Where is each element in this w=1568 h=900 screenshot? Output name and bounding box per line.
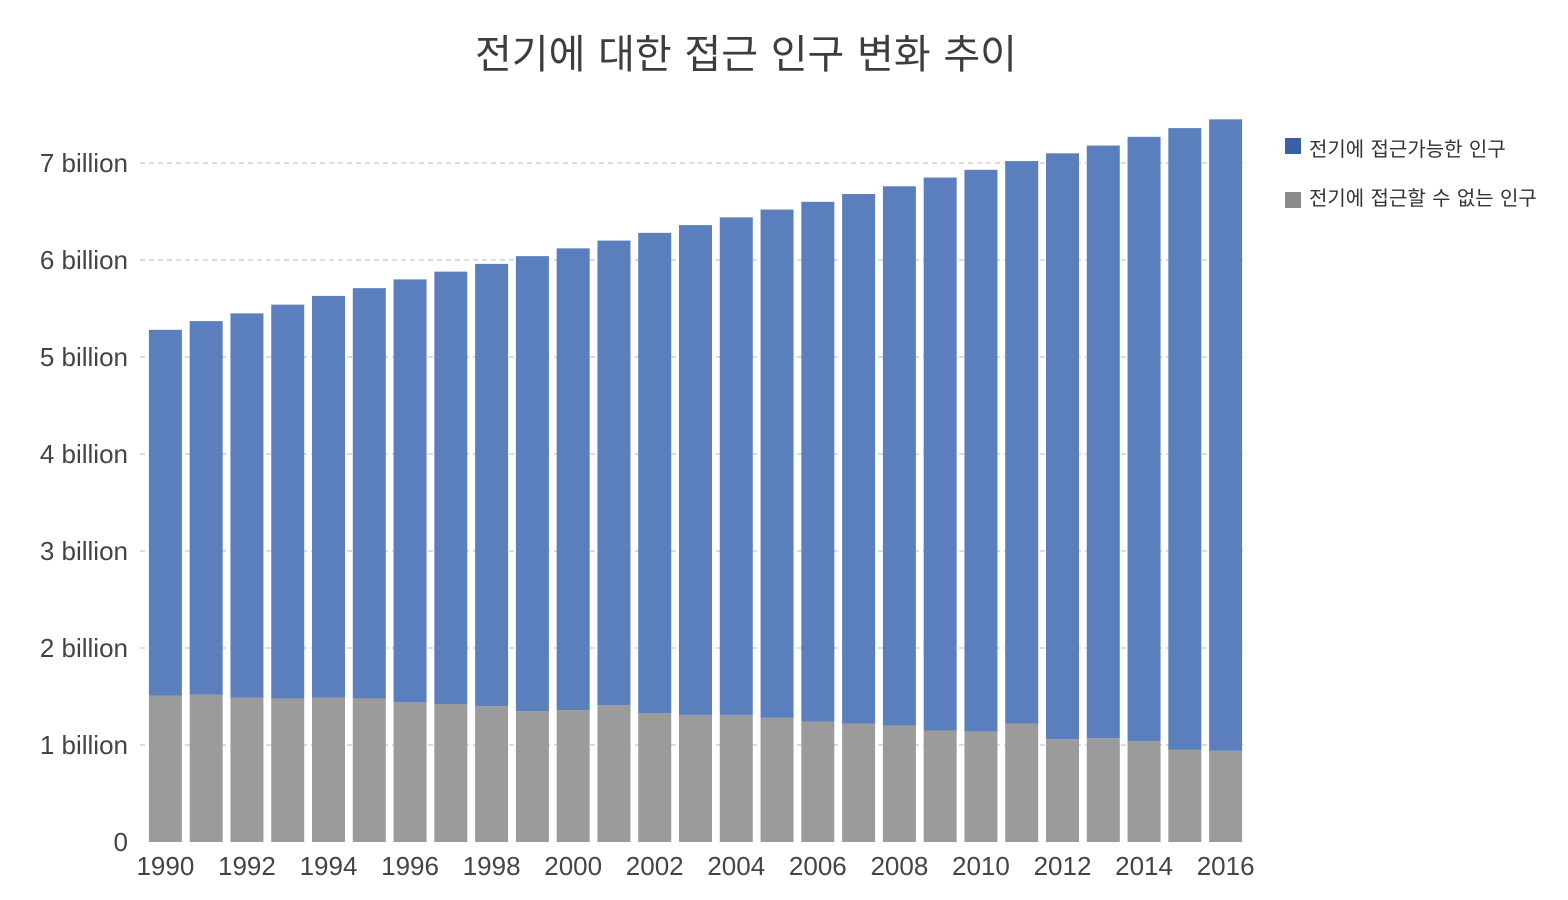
bar-accessible-2006[interactable] bbox=[801, 201, 835, 722]
legend-swatch-accessible bbox=[1285, 138, 1301, 154]
bar-no-access-1998[interactable] bbox=[475, 706, 509, 842]
y-axis: 0 1 billion 2 billion 3 billion 4 billion 5 b… bbox=[40, 148, 128, 857]
y-tick-label: 2 billion bbox=[40, 633, 128, 663]
bar-accessible-1993[interactable] bbox=[271, 304, 305, 699]
x-tick-label: 1998 bbox=[463, 851, 521, 881]
y-tick-label: 0 bbox=[114, 827, 128, 857]
x-tick-label: 2004 bbox=[707, 851, 765, 881]
bar-accessible-1992[interactable] bbox=[230, 313, 264, 698]
bar-accessible-1994[interactable] bbox=[312, 295, 345, 698]
y-tick-label: 3 billion bbox=[40, 536, 128, 566]
bar-no-access-1996[interactable] bbox=[393, 702, 427, 842]
x-tick-label: 2014 bbox=[1115, 851, 1173, 881]
legend-label-accessible: 전기에 접근가능한 인구 bbox=[1309, 137, 1506, 161]
x-tick-label: 1992 bbox=[218, 851, 276, 881]
bar-no-access-2015[interactable] bbox=[1168, 749, 1202, 842]
x-tick-label: 1996 bbox=[381, 851, 439, 881]
bar-accessible-2010[interactable] bbox=[964, 169, 998, 732]
bar-no-access-2008[interactable] bbox=[882, 725, 916, 842]
bar-no-access-1991[interactable] bbox=[189, 694, 223, 842]
bar-accessible-1999[interactable] bbox=[515, 256, 549, 712]
bar-accessible-1995[interactable] bbox=[352, 288, 386, 699]
y-tick-label: 7 billion bbox=[40, 148, 128, 178]
bar-accessible-1990[interactable] bbox=[148, 329, 182, 696]
x-tick-label: 2000 bbox=[544, 851, 602, 881]
bar-accessible-2013[interactable] bbox=[1086, 145, 1120, 739]
bar-accessible-2004[interactable] bbox=[719, 217, 753, 715]
bar-no-access-2016[interactable] bbox=[1209, 750, 1243, 842]
y-tick-label: 6 billion bbox=[40, 245, 128, 275]
bar-no-access-2001[interactable] bbox=[597, 705, 631, 842]
bar-accessible-1997[interactable] bbox=[434, 271, 468, 705]
bar-no-access-1993[interactable] bbox=[271, 698, 305, 842]
bar-no-access-1992[interactable] bbox=[230, 697, 264, 842]
bar-no-access-2005[interactable] bbox=[760, 717, 794, 842]
bar-accessible-1991[interactable] bbox=[189, 321, 223, 695]
bar-accessible-2008[interactable] bbox=[882, 186, 916, 726]
bar-no-access-2004[interactable] bbox=[719, 714, 753, 842]
bar-no-access-2014[interactable] bbox=[1127, 741, 1161, 842]
x-tick-label: 2008 bbox=[870, 851, 928, 881]
bar-no-access-2010[interactable] bbox=[964, 731, 998, 842]
y-tick-label: 5 billion bbox=[40, 342, 128, 372]
bar-accessible-2009[interactable] bbox=[923, 177, 957, 731]
bar-no-access-2000[interactable] bbox=[556, 710, 590, 842]
bar-accessible-2011[interactable] bbox=[1005, 161, 1039, 724]
x-tick-label: 1990 bbox=[136, 851, 194, 881]
legend-item-accessible[interactable]: 전기에 접근가능한 인구 bbox=[1285, 137, 1506, 161]
bar-no-access-2009[interactable] bbox=[923, 730, 957, 842]
x-tick-label: 2016 bbox=[1197, 851, 1255, 881]
legend-swatch-no-access bbox=[1285, 192, 1301, 208]
bar-accessible-1996[interactable] bbox=[393, 279, 427, 703]
bar-accessible-2000[interactable] bbox=[556, 248, 590, 711]
bar-accessible-2015[interactable] bbox=[1168, 128, 1202, 750]
y-tick-label: 4 billion bbox=[40, 439, 128, 469]
x-tick-label: 2006 bbox=[789, 851, 847, 881]
bar-accessible-2014[interactable] bbox=[1127, 136, 1161, 742]
bar-accessible-2012[interactable] bbox=[1046, 153, 1079, 740]
bar-no-access-2007[interactable] bbox=[842, 723, 876, 842]
bar-accessible-2007[interactable] bbox=[842, 194, 876, 724]
bar-no-access-2012[interactable] bbox=[1046, 739, 1079, 842]
bar-accessible-2001[interactable] bbox=[597, 240, 631, 706]
bar-no-access-1997[interactable] bbox=[434, 704, 468, 842]
bar-no-access-1990[interactable] bbox=[148, 695, 182, 842]
x-tick-label: 2002 bbox=[626, 851, 684, 881]
bar-no-access-2003[interactable] bbox=[679, 714, 712, 842]
bar-accessible-2002[interactable] bbox=[638, 232, 672, 713]
bar-no-access-1995[interactable] bbox=[352, 698, 386, 842]
bar-accessible-2016[interactable] bbox=[1209, 119, 1243, 751]
bars bbox=[148, 119, 1243, 842]
chart-title: 전기에 대한 접근 인구 변화 추이 bbox=[475, 32, 1017, 78]
legend-item-no-access[interactable]: 전기에 접근할 수 없는 인구 bbox=[1285, 186, 1537, 210]
bar-accessible-2003[interactable] bbox=[679, 225, 712, 715]
y-tick-label: 1 billion bbox=[40, 730, 128, 760]
legend-label-no-access: 전기에 접근할 수 없는 인구 bbox=[1309, 186, 1537, 210]
x-tick-label: 2010 bbox=[952, 851, 1010, 881]
bar-accessible-2005[interactable] bbox=[760, 209, 794, 718]
bar-no-access-1999[interactable] bbox=[515, 711, 549, 842]
legend: 전기에 접근가능한 인구 전기에 접근할 수 없는 인구 bbox=[1285, 137, 1537, 210]
x-axis: 1990 1992 1994 1996 1998 2000 2002 2004 2006 2008… bbox=[136, 851, 1254, 881]
bar-no-access-1994[interactable] bbox=[312, 697, 345, 842]
bar-no-access-2006[interactable] bbox=[801, 721, 835, 842]
bar-no-access-2011[interactable] bbox=[1005, 723, 1039, 842]
bar-no-access-2013[interactable] bbox=[1086, 738, 1120, 842]
bar-no-access-2002[interactable] bbox=[638, 712, 672, 842]
x-tick-label: 1994 bbox=[300, 851, 358, 881]
bar-accessible-1998[interactable] bbox=[475, 263, 509, 707]
x-tick-label: 2012 bbox=[1034, 851, 1092, 881]
